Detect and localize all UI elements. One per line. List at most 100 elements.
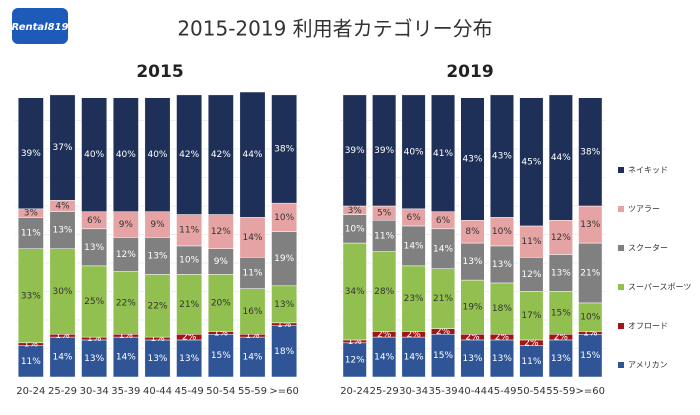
data-label: 40% <box>116 150 136 160</box>
bar-segment <box>17 217 44 249</box>
data-label: 14% <box>374 353 394 363</box>
data-label: 28% <box>374 287 394 297</box>
data-label: 13% <box>84 354 104 364</box>
data-label: 11% <box>242 268 262 278</box>
legend-swatch <box>618 323 624 329</box>
data-label: 13% <box>52 226 72 236</box>
data-label: 33% <box>21 291 41 301</box>
data-label: 44% <box>242 150 262 160</box>
data-label: 14% <box>116 353 136 363</box>
data-label: 42% <box>211 150 231 160</box>
data-label: 11% <box>21 229 41 239</box>
data-label: 12% <box>345 355 365 365</box>
data-label: 1% <box>245 331 260 341</box>
data-label: 19% <box>274 254 294 264</box>
bar-segment <box>81 339 108 378</box>
data-label: 12% <box>211 227 231 237</box>
chart-title: 2019 <box>446 62 493 82</box>
data-label: 13% <box>179 354 199 364</box>
data-label: 1% <box>24 340 39 350</box>
bar-segment <box>431 94 456 212</box>
data-label: 38% <box>580 147 600 157</box>
data-label: 11% <box>374 231 394 241</box>
bar-segment <box>372 94 397 207</box>
page-title: 2015-2019 利用者カテゴリー分布 <box>177 17 492 41</box>
bar-segment <box>207 274 234 332</box>
bar-segment <box>578 97 603 207</box>
bar-segment <box>176 94 203 215</box>
bar-segment <box>17 248 44 344</box>
bar-segment <box>239 217 266 258</box>
bar-segment <box>271 325 298 378</box>
data-label: 10% <box>179 256 199 266</box>
data-label: 1% <box>119 331 134 341</box>
data-label: 13% <box>274 300 294 310</box>
data-label: 40% <box>404 147 424 157</box>
data-label: 3% <box>348 206 363 216</box>
data-label: 38% <box>274 145 294 155</box>
data-label: 13% <box>84 243 104 253</box>
data-label: 12% <box>116 250 136 260</box>
data-label: 4% <box>55 202 70 212</box>
data-label: 40% <box>147 150 167 160</box>
bar-segment <box>49 248 76 335</box>
data-label: 45% <box>521 157 541 167</box>
data-label: 2% <box>495 333 510 343</box>
data-label: 2% <box>377 330 392 340</box>
bar-segment <box>342 94 367 207</box>
data-label: 6% <box>406 213 421 223</box>
bar-segment <box>144 237 171 275</box>
data-label: 10% <box>580 313 600 323</box>
x-tick-label: 35-39 <box>429 386 458 397</box>
logo-box <box>12 8 68 44</box>
data-label: 14% <box>404 353 424 363</box>
legend-swatch <box>618 362 624 368</box>
bar-segment <box>207 248 234 275</box>
x-tick-label: 50-54 <box>517 386 546 397</box>
x-tick-label: 25-29 <box>370 386 399 397</box>
legend-swatch <box>618 245 624 251</box>
data-label: 1% <box>87 334 102 344</box>
bar-segment <box>81 228 108 267</box>
bar-segment <box>271 202 298 232</box>
data-label: 23% <box>404 294 424 304</box>
bar-segment <box>112 211 139 238</box>
legend-label: ツアラー <box>628 205 660 214</box>
bar-segment <box>17 97 44 210</box>
data-label: 14% <box>52 353 72 363</box>
data-label: 16% <box>242 307 262 317</box>
bar-segment <box>489 94 514 218</box>
data-label: 34% <box>345 287 365 297</box>
data-label: 18% <box>274 347 294 357</box>
legend-label: ネイキッド <box>628 166 668 175</box>
data-label: 22% <box>147 301 167 311</box>
data-label: 44% <box>551 153 571 163</box>
x-tick-label: 55-59 <box>238 386 267 397</box>
x-tick-label: 20-24 <box>16 386 45 397</box>
x-tick-label: 50-54 <box>206 386 235 397</box>
data-label: 39% <box>345 146 365 156</box>
data-label: 30% <box>52 287 72 297</box>
chart-title: 2015 <box>136 62 183 82</box>
bar-segment <box>207 214 234 250</box>
x-tick-label: 55-59 <box>546 386 575 397</box>
data-label: 15% <box>211 351 231 361</box>
x-tick-label: 40-44 <box>458 386 487 397</box>
data-label: 5% <box>377 209 392 219</box>
data-label: 13% <box>492 354 512 364</box>
data-label: 12% <box>551 233 571 243</box>
data-label: 2% <box>406 330 421 340</box>
legend-swatch <box>618 167 624 173</box>
data-label: 14% <box>242 353 262 363</box>
x-tick-label: 45-49 <box>175 386 204 397</box>
bar-segment <box>401 94 426 210</box>
data-label: 13% <box>462 257 482 267</box>
bar-segment <box>112 336 139 378</box>
bar-segment <box>207 334 234 378</box>
data-label: 11% <box>521 237 541 247</box>
data-label: 43% <box>462 154 482 164</box>
x-tick-label: 20-24 <box>340 386 369 397</box>
data-label: 3% <box>24 209 39 219</box>
data-label: 2% <box>554 333 569 343</box>
data-label: 12% <box>521 270 541 280</box>
